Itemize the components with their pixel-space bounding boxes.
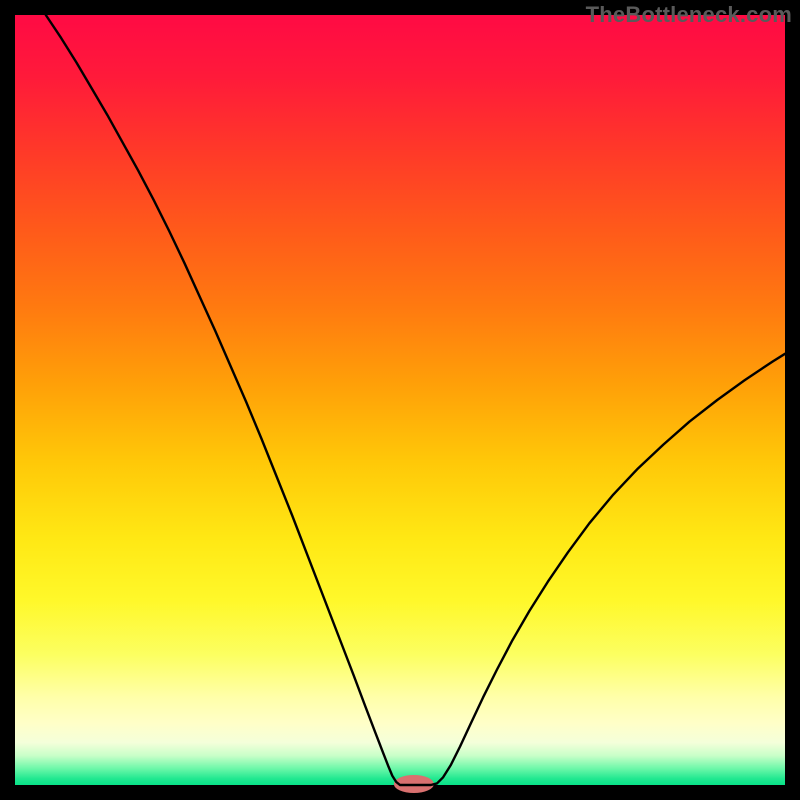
- plot-background: [15, 15, 785, 785]
- chart-container: TheBottleneck.com: [0, 0, 800, 800]
- watermark-text: TheBottleneck.com: [586, 2, 792, 28]
- bottleneck-curve-chart: [0, 0, 800, 800]
